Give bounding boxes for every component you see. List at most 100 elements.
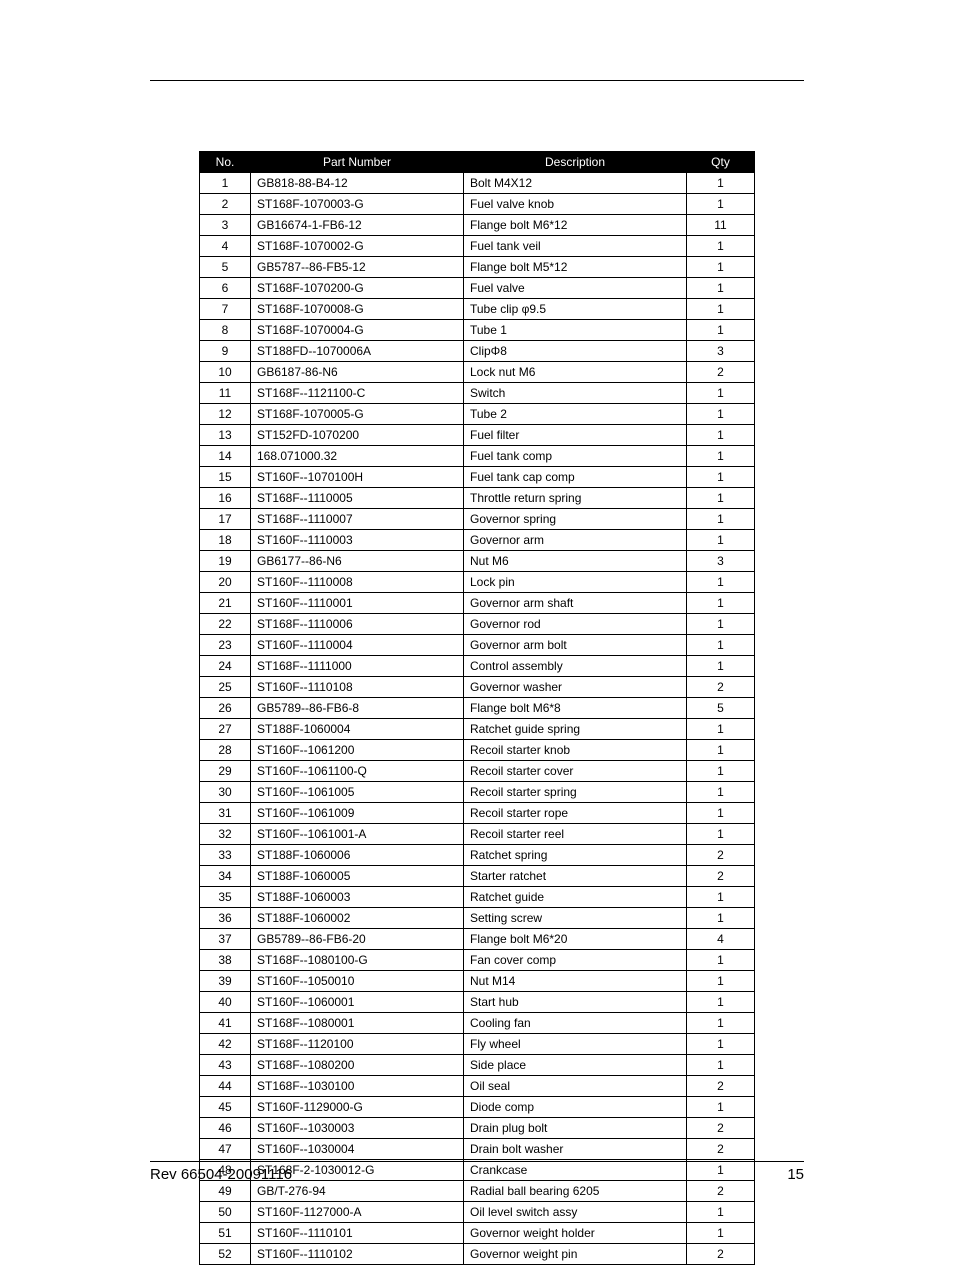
cell-part: ST160F--1110108 xyxy=(251,677,464,698)
cell-no: 2 xyxy=(200,194,251,215)
cell-no: 32 xyxy=(200,824,251,845)
cell-desc: Start hub xyxy=(464,992,687,1013)
cell-qty: 3 xyxy=(687,551,755,572)
table-row: 41ST168F--1080001Cooling fan1 xyxy=(200,1013,755,1034)
cell-part: 168.071000.32 xyxy=(251,446,464,467)
table-row: 52ST160F--1110102Governor weight pin2 xyxy=(200,1244,755,1265)
cell-part: ST160F--1030004 xyxy=(251,1139,464,1160)
cell-part: ST160F--1110004 xyxy=(251,635,464,656)
cell-part: GB5787--86-FB5-12 xyxy=(251,257,464,278)
cell-part: ST168F--1110005 xyxy=(251,488,464,509)
cell-part: ST160F--1110003 xyxy=(251,530,464,551)
cell-no: 43 xyxy=(200,1055,251,1076)
table-row: 43ST168F--1080200Side place1 xyxy=(200,1055,755,1076)
cell-desc: Governor spring xyxy=(464,509,687,530)
cell-qty: 1 xyxy=(687,173,755,194)
cell-part: ST168F-1070004-G xyxy=(251,320,464,341)
cell-no: 22 xyxy=(200,614,251,635)
cell-no: 21 xyxy=(200,593,251,614)
cell-desc: Oil level switch assy xyxy=(464,1202,687,1223)
cell-desc: Setting screw xyxy=(464,908,687,929)
cell-no: 47 xyxy=(200,1139,251,1160)
table-row: 40ST160F--1060001Start hub1 xyxy=(200,992,755,1013)
table-row: 17ST168F--1110007Governor spring1 xyxy=(200,509,755,530)
cell-part: ST168F-1070002-G xyxy=(251,236,464,257)
cell-no: 30 xyxy=(200,782,251,803)
cell-no: 24 xyxy=(200,656,251,677)
table-row: 22ST168F--1110006Governor rod1 xyxy=(200,614,755,635)
cell-no: 34 xyxy=(200,866,251,887)
cell-no: 31 xyxy=(200,803,251,824)
table-row: 33ST188F-1060006Ratchet spring2 xyxy=(200,845,755,866)
cell-qty: 1 xyxy=(687,1013,755,1034)
table-row: 44ST168F--1030100Oil seal2 xyxy=(200,1076,755,1097)
cell-desc: Governor rod xyxy=(464,614,687,635)
table-row: 21ST160F--1110001Governor arm shaft1 xyxy=(200,593,755,614)
footer-rule xyxy=(150,1161,804,1162)
cell-desc: Ratchet guide xyxy=(464,887,687,908)
cell-part: ST168F--1121100-C xyxy=(251,383,464,404)
cell-qty: 1 xyxy=(687,299,755,320)
cell-qty: 1 xyxy=(687,488,755,509)
cell-qty: 3 xyxy=(687,341,755,362)
table-row: 46ST160F--1030003Drain plug bolt2 xyxy=(200,1118,755,1139)
cell-no: 5 xyxy=(200,257,251,278)
cell-desc: Fuel valve knob xyxy=(464,194,687,215)
cell-part: ST168F--1111000 xyxy=(251,656,464,677)
table-row: 6ST168F-1070200-GFuel valve1 xyxy=(200,278,755,299)
cell-desc: Fly wheel xyxy=(464,1034,687,1055)
cell-no: 26 xyxy=(200,698,251,719)
cell-part: ST160F--1060001 xyxy=(251,992,464,1013)
table-row: 26GB5789--86-FB6-8Flange bolt M6*85 xyxy=(200,698,755,719)
cell-part: ST168F--1110006 xyxy=(251,614,464,635)
cell-no: 44 xyxy=(200,1076,251,1097)
cell-part: GB5789--86-FB6-20 xyxy=(251,929,464,950)
cell-qty: 1 xyxy=(687,446,755,467)
table-row: 31ST160F--1061009Recoil starter rope1 xyxy=(200,803,755,824)
cell-qty: 1 xyxy=(687,593,755,614)
table-row: 11ST168F--1121100-CSwitch1 xyxy=(200,383,755,404)
cell-no: 10 xyxy=(200,362,251,383)
cell-no: 49 xyxy=(200,1181,251,1202)
cell-qty: 1 xyxy=(687,1202,755,1223)
cell-qty: 2 xyxy=(687,362,755,383)
cell-part: GB6177--86-N6 xyxy=(251,551,464,572)
cell-qty: 2 xyxy=(687,1244,755,1265)
cell-desc: Nut M6 xyxy=(464,551,687,572)
table-row: 25ST160F--1110108Governor washer2 xyxy=(200,677,755,698)
footer-rev: Rev 66504-20091116 xyxy=(150,1166,292,1183)
table-row: 50ST160F-1127000-AOil level switch assy1 xyxy=(200,1202,755,1223)
footer-page: 15 xyxy=(787,1166,804,1183)
cell-qty: 1 xyxy=(687,824,755,845)
header-part: Part Number xyxy=(251,152,464,173)
table-row: 34ST188F-1060005Starter ratchet2 xyxy=(200,866,755,887)
cell-no: 46 xyxy=(200,1118,251,1139)
table-row: 19GB6177--86-N6Nut M63 xyxy=(200,551,755,572)
table-row: 36ST188F-1060002Setting screw1 xyxy=(200,908,755,929)
cell-qty: 1 xyxy=(687,530,755,551)
cell-desc: Flange bolt M6*20 xyxy=(464,929,687,950)
cell-part: GB818-88-B4-12 xyxy=(251,173,464,194)
cell-part: ST168F--1080200 xyxy=(251,1055,464,1076)
cell-part: ST168F--1080100-G xyxy=(251,950,464,971)
cell-no: 23 xyxy=(200,635,251,656)
cell-qty: 1 xyxy=(687,740,755,761)
cell-no: 6 xyxy=(200,278,251,299)
cell-no: 20 xyxy=(200,572,251,593)
cell-desc: Throttle return spring xyxy=(464,488,687,509)
cell-part: ST160F--1110008 xyxy=(251,572,464,593)
cell-qty: 1 xyxy=(687,404,755,425)
cell-qty: 1 xyxy=(687,467,755,488)
cell-desc: Switch xyxy=(464,383,687,404)
table-row: 28ST160F--1061200Recoil starter knob1 xyxy=(200,740,755,761)
cell-qty: 1 xyxy=(687,572,755,593)
cell-desc: Control assembly xyxy=(464,656,687,677)
cell-desc: Lock nut M6 xyxy=(464,362,687,383)
cell-desc: Bolt M4X12 xyxy=(464,173,687,194)
cell-part: ST160F--1070100H xyxy=(251,467,464,488)
table-row: 15ST160F--1070100HFuel tank cap comp1 xyxy=(200,467,755,488)
cell-desc: Side place xyxy=(464,1055,687,1076)
cell-no: 42 xyxy=(200,1034,251,1055)
cell-no: 51 xyxy=(200,1223,251,1244)
cell-part: ST188F-1060003 xyxy=(251,887,464,908)
